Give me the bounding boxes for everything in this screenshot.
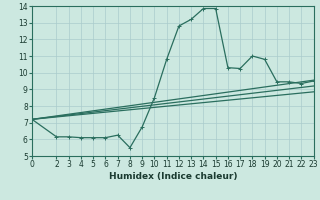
X-axis label: Humidex (Indice chaleur): Humidex (Indice chaleur) [108,172,237,181]
